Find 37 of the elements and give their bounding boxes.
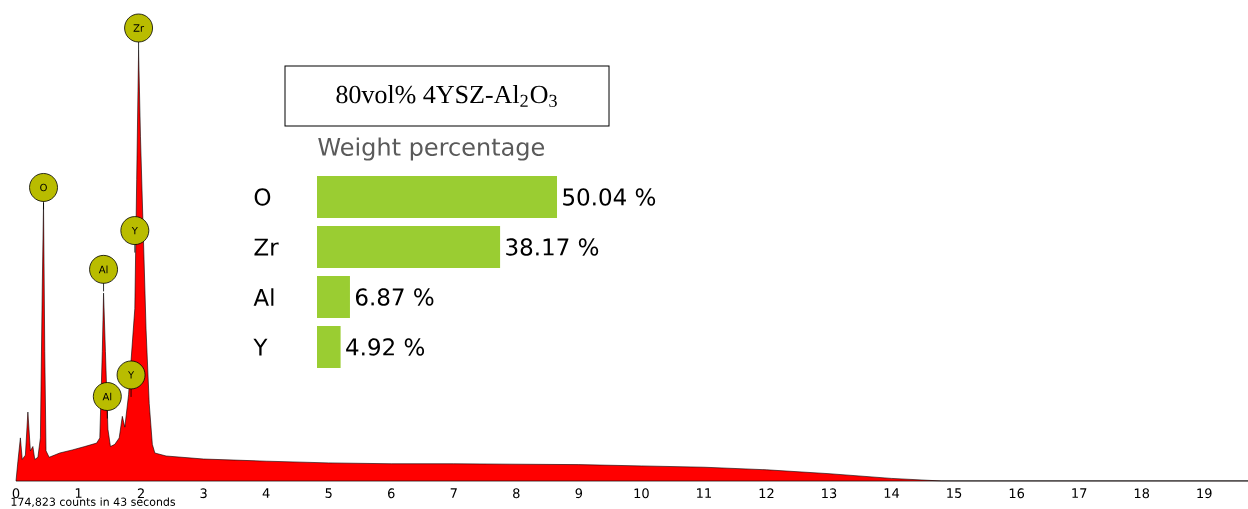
annotation: Al [102,392,112,401]
x-tick-label: 9 [575,488,583,499]
x-tick-label: 6 [388,488,395,499]
x-tick-label: 7 [450,488,457,498]
x-tick-label: 19 [1197,488,1212,499]
x-tick-label: 0 [12,488,20,499]
x-tick-label: 14 [884,488,900,498]
y-tick-label: Y [253,338,268,356]
x-tick-label: 4 [262,488,270,498]
x-tick-label: 3 [200,488,207,499]
chart-title: 80vol% 4YSZ-Al$_{2}$O$_{3}$ [336,85,557,108]
chart-subtitle: Weight percentage [318,137,545,161]
x-tick-label: 11 [697,488,711,498]
y-tick-label: Zr [254,238,279,256]
data-label: 50.04 % [563,188,656,206]
data-label: 6.87 % [355,288,434,306]
x-tick-label: 5 [325,488,332,498]
y-tick-label: O [254,188,271,206]
annotation: Y [127,371,135,379]
x-tick-label: 13 [822,488,837,499]
annotation: Al [98,265,108,274]
x-tick-label: 1 [75,488,82,498]
data-label: 4.92 % [346,338,425,356]
x-tick-label: 15 [947,488,962,498]
data-label: 38.17 % [506,238,599,256]
x-tick-label: 10 [634,488,649,499]
y-tick-label: Al [253,288,274,306]
annotation: Y [131,226,138,235]
x-tick-label: 17 [1072,488,1087,498]
annotation: O [40,183,47,192]
x-tick-label: 8 [513,488,520,499]
x-tick-label: 2 [137,488,144,498]
x-tick-label: 18 [1134,488,1150,499]
x-tick-label: 16 [1009,488,1025,499]
x-tick-label: 12 [759,488,774,498]
text: 174,823 counts in 43 seconds [11,497,176,508]
annotation: Zr [133,24,145,32]
